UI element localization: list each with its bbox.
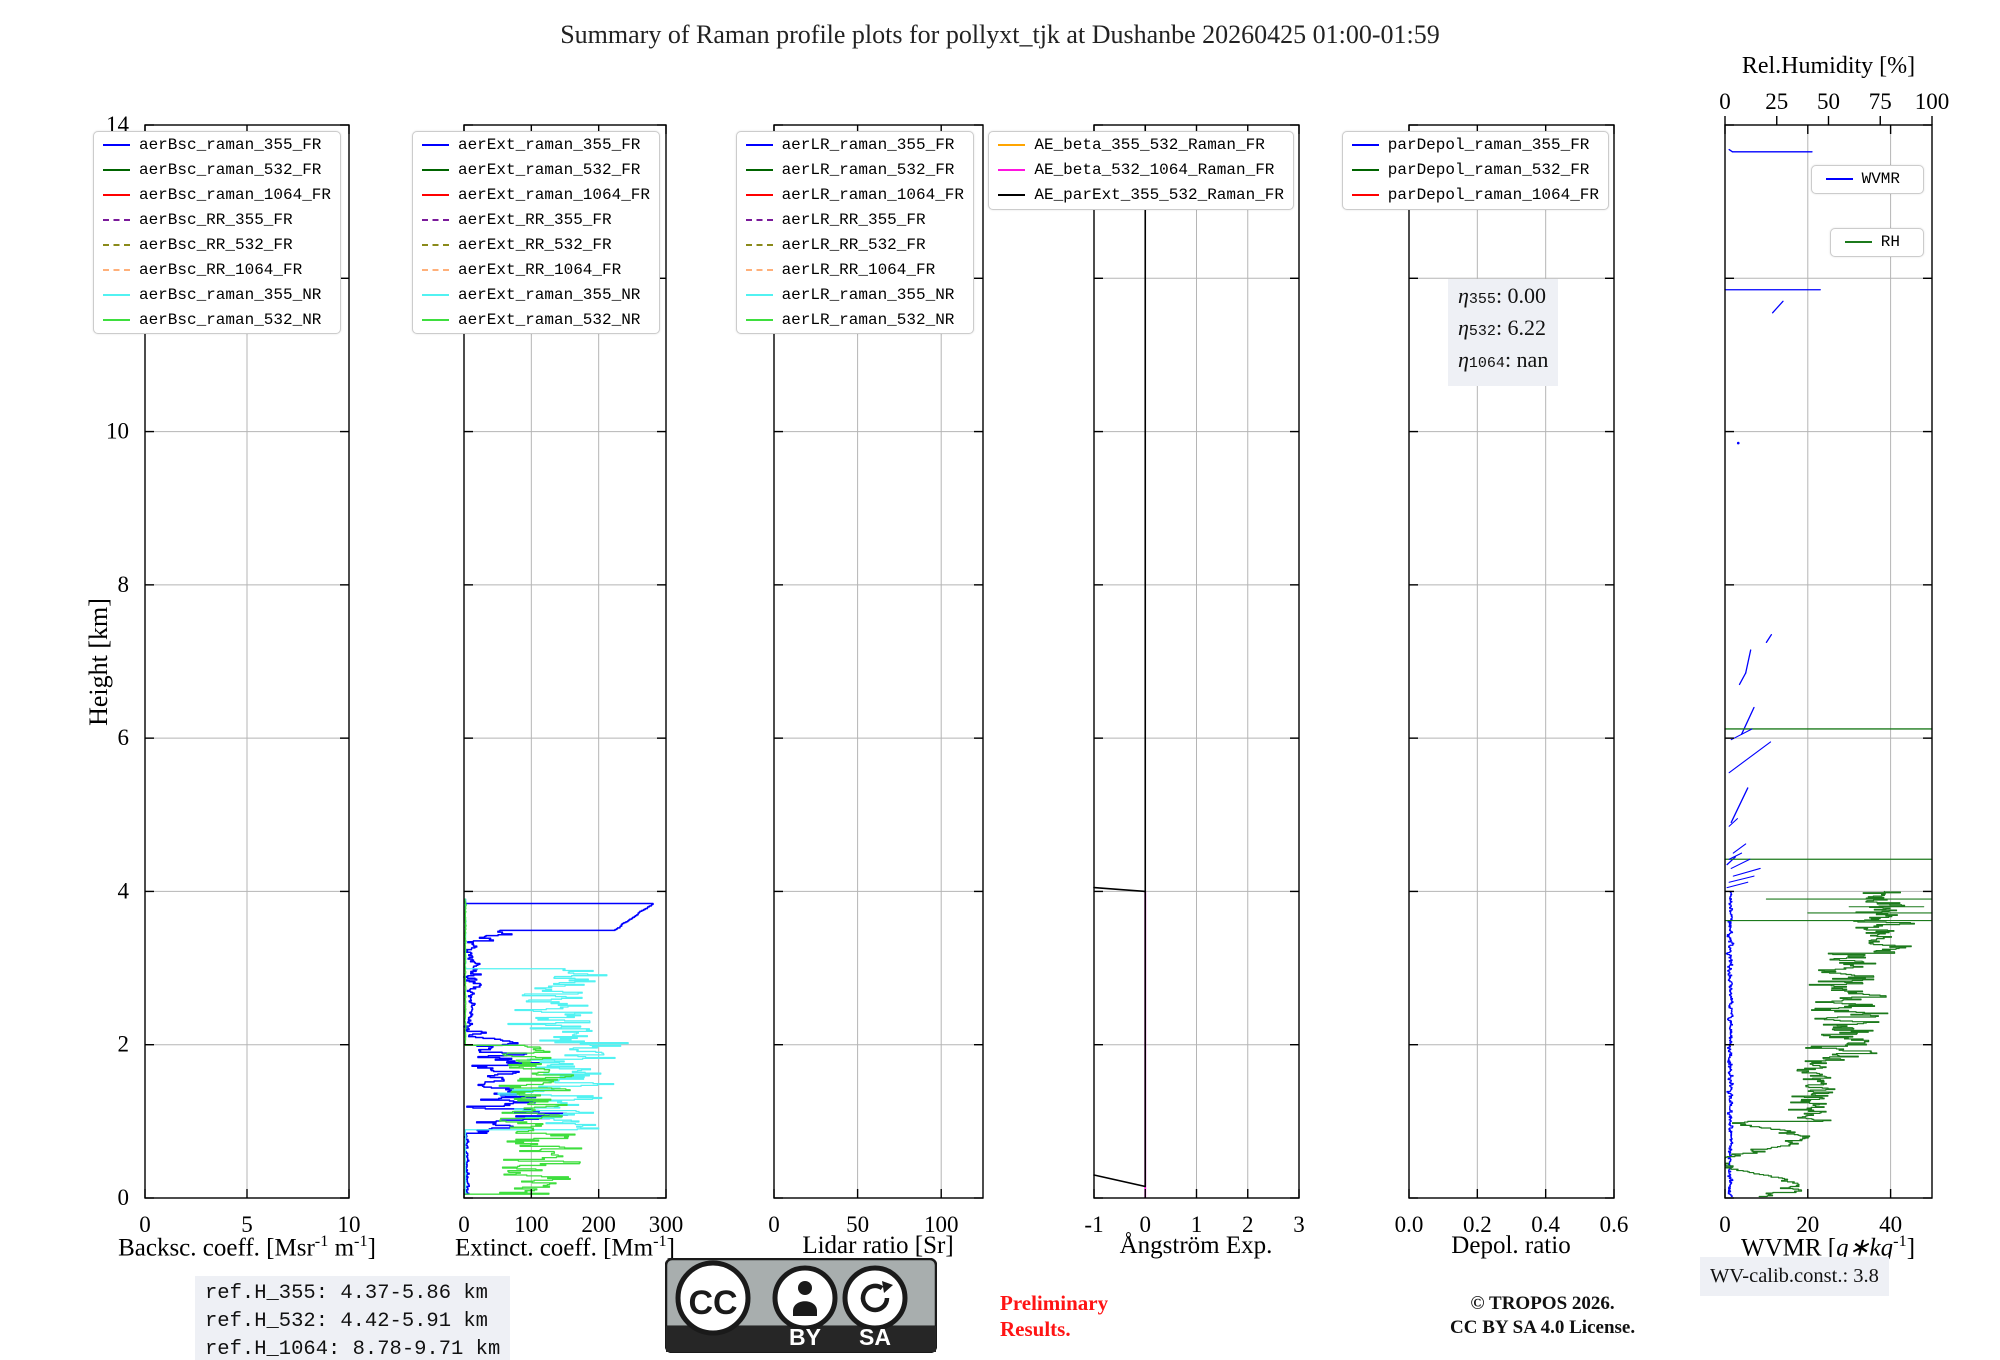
svg-text:SA: SA xyxy=(859,1324,891,1350)
svg-text:50: 50 xyxy=(1817,89,1840,114)
svg-text:CC: CC xyxy=(688,1284,737,1322)
svg-text:75: 75 xyxy=(1869,89,1892,114)
svg-text:0: 0 xyxy=(1719,89,1731,114)
svg-text:0.6: 0.6 xyxy=(1600,1212,1629,1237)
svg-text:100: 100 xyxy=(1915,89,1950,114)
svg-text:3: 3 xyxy=(1293,1212,1305,1237)
svg-text:-1: -1 xyxy=(1084,1212,1103,1237)
svg-text:8: 8 xyxy=(118,572,130,597)
svg-text:0: 0 xyxy=(1719,1212,1731,1237)
svg-text:25: 25 xyxy=(1765,89,1788,114)
svg-text:10: 10 xyxy=(106,419,129,444)
svg-text:0: 0 xyxy=(118,1185,130,1210)
svg-text:BY: BY xyxy=(789,1324,821,1350)
svg-text:0: 0 xyxy=(768,1212,780,1237)
svg-text:4: 4 xyxy=(118,878,130,903)
svg-text:Rel.Humidity [%]: Rel.Humidity [%] xyxy=(1742,53,1915,79)
svg-text:0.0: 0.0 xyxy=(1395,1212,1424,1237)
svg-text:6: 6 xyxy=(118,725,130,750)
svg-text:2: 2 xyxy=(118,1032,130,1057)
